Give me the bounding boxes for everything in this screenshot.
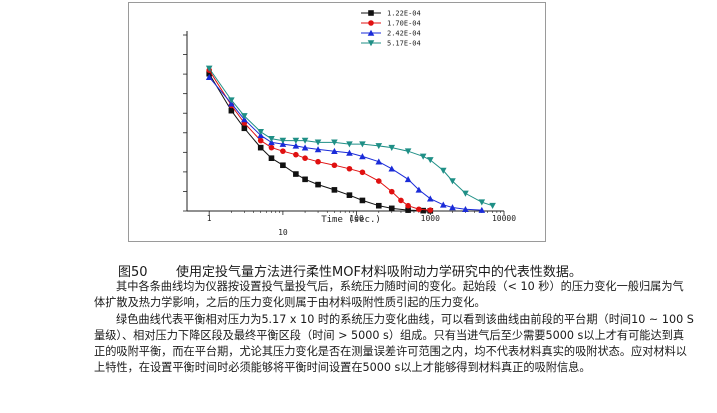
data-point — [388, 165, 396, 172]
data-point — [404, 148, 412, 155]
data-point — [449, 204, 456, 211]
data-point — [205, 65, 213, 72]
data-point — [388, 144, 396, 151]
legend-label: 2.42E-04 — [387, 30, 421, 38]
data-point — [388, 205, 395, 212]
data-point — [478, 206, 486, 213]
data-point — [415, 186, 423, 193]
data-point — [346, 141, 353, 148]
data-point — [420, 207, 426, 214]
legend-marker — [367, 40, 375, 47]
data-point — [314, 139, 322, 146]
data-point — [419, 153, 427, 160]
x-axis-title: Time (sec.) — [321, 215, 381, 225]
data-point — [279, 137, 287, 144]
data-point — [257, 144, 264, 151]
data-point — [315, 158, 321, 165]
legend-marker — [368, 20, 374, 26]
data-point — [331, 187, 338, 193]
data-point — [404, 176, 412, 183]
paragraph-1: 其中各条曲线均为仪器按设置投气量投气后，系统压力随时间的变化。起始段（< 10 … — [94, 280, 684, 309]
legend-marker — [367, 29, 375, 36]
data-point — [331, 147, 338, 154]
data-point — [206, 70, 212, 77]
data-point — [228, 107, 235, 114]
data-point — [302, 176, 308, 183]
data-point — [280, 162, 286, 169]
data-point — [292, 142, 300, 149]
data-point — [462, 190, 469, 197]
data-point — [293, 151, 299, 158]
figure-number: 图50 — [118, 265, 148, 280]
series-line — [208, 68, 493, 207]
legend-label: 5.17E-04 — [387, 40, 421, 48]
data-point — [301, 144, 309, 151]
data-point — [346, 149, 353, 156]
data-point — [228, 97, 235, 104]
legend-marker — [368, 10, 374, 16]
data-point — [241, 113, 248, 120]
data-point — [268, 136, 275, 143]
data-point — [359, 141, 366, 148]
data-point — [405, 207, 411, 213]
data-point — [292, 137, 300, 144]
x-tick-label: 10 — [278, 228, 288, 237]
data-point — [280, 148, 286, 154]
data-point — [302, 155, 308, 161]
data-point — [375, 143, 383, 150]
data-point — [439, 201, 447, 208]
figure-caption-text: 使用定投气量方法进行柔性MOF材料吸附动力学研究中的代表性数据。 — [176, 265, 582, 280]
data-point — [257, 137, 264, 144]
data-point — [359, 197, 366, 204]
data-point — [398, 197, 404, 204]
data-point — [359, 169, 366, 176]
figure-frame: 1 10 100 1000 10000 Time (sec.) 1.22E-04 1.70E-… — [128, 2, 546, 242]
data-point — [489, 202, 496, 210]
data-point — [375, 178, 382, 184]
adsorption-kinetics-chart: 1 10 100 1000 10000 Time (sec.) 1.22E-04 1.70E-… — [183, 10, 516, 237]
x-tick-label: 1000 — [421, 214, 440, 223]
legend-label: 1.70E-04 — [387, 20, 421, 28]
data-point — [405, 202, 411, 209]
data-point — [388, 188, 395, 195]
paragraph-2: 绿色曲线代表平衡相对压力为5.17 x 10 时的系统压力变化曲线，可以看到该曲… — [94, 313, 694, 374]
data-point — [426, 157, 434, 164]
data-point — [478, 199, 486, 206]
x-tick-label: 100 — [349, 214, 364, 223]
data-point — [462, 205, 469, 213]
figure-caption: 图50 使用定投气量方法进行柔性MOF材料吸附动力学研究中的代表性数据。 — [118, 261, 678, 280]
data-point — [359, 153, 366, 160]
legend-label: 1.22E-04 — [387, 10, 421, 18]
data-point — [375, 202, 382, 209]
data-point — [301, 137, 309, 144]
data-point — [331, 162, 338, 169]
data-point — [346, 165, 353, 172]
data-point — [439, 167, 447, 174]
data-point — [427, 207, 434, 213]
data-point — [257, 129, 265, 136]
x-tick-label: 10000 — [492, 214, 516, 223]
data-point — [205, 73, 213, 81]
data-point — [293, 171, 299, 177]
data-point — [375, 158, 383, 165]
data-point — [268, 155, 275, 161]
data-point — [315, 181, 321, 188]
data-point — [241, 125, 248, 132]
data-point — [314, 146, 322, 153]
data-point — [449, 178, 456, 185]
data-point — [331, 139, 338, 146]
x-tick-label: 1 — [207, 214, 212, 223]
data-point — [346, 192, 353, 198]
data-point — [416, 206, 422, 213]
data-point — [268, 144, 275, 151]
data-point — [426, 195, 434, 202]
